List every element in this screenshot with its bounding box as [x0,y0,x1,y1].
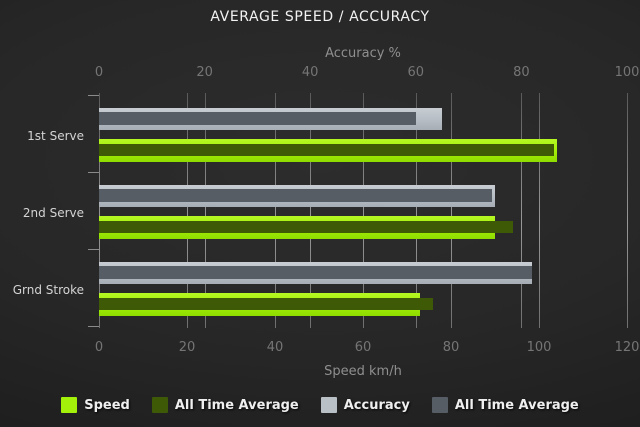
bottom-axis-tick-label: 20 [178,340,196,355]
bottom-axis-tick-label: 120 [614,340,640,355]
category-tick [88,95,99,96]
legend-label: All Time Average [174,397,299,413]
legend-item-speed: Speed [61,397,130,413]
chart-title: AVERAGE SPEED / ACCURACY [210,9,430,25]
legend-swatch-speed [61,397,78,413]
bar-all-time-average-grnd-stroke [99,298,434,310]
top-axis-tick-label: 100 [614,65,640,80]
bottom-axis-tick-label: 80 [442,340,460,355]
gridline-top-60 [415,93,417,328]
bar-all-time-average-2nd-serve [99,221,513,233]
legend-label: Accuracy [343,397,410,413]
gridline-bottom-60 [363,93,364,328]
bottom-axis-tick-label: 100 [526,340,552,355]
legend-label: All Time Average [454,397,579,413]
top-axis-tick-label: 20 [196,65,213,80]
legend-label: Speed [84,397,130,413]
gridline-bottom-40 [275,93,276,328]
bottom-axis-tick-label: 60 [354,340,372,355]
bar-all-time-average-grnd-stroke [99,266,532,279]
category-label-2nd-serve: 2nd Serve [22,206,84,220]
gridline-top-80 [521,93,523,328]
category-tick [88,172,99,173]
gridline-bottom-20 [187,93,188,328]
gridline-top-20 [204,93,206,328]
bottom-axis-title: Speed km/h [324,364,402,379]
gridline-top-40 [310,93,312,328]
legend-item-accuracy: Accuracy [320,397,410,413]
gridline-bottom-120 [627,93,628,328]
legend-swatch-all-time-average [151,397,168,413]
legend: Speed All Time Average Accuracy All Time Av… [0,397,640,413]
gridline-bottom-80 [451,93,452,328]
category-label-grnd-stroke: Grnd Stroke [12,283,84,297]
top-axis-title: Accuracy % [325,46,401,61]
gridline-bottom-0 [99,93,100,328]
gridline-bottom-100 [539,93,540,328]
top-axis-tick-label: 80 [513,65,530,80]
category-label-1st-serve: 1st Serve [27,129,84,143]
legend-item-all-time-average: All Time Average [431,397,579,413]
bottom-axis-tick-label: 40 [266,340,284,355]
top-axis-tick-label: 60 [407,65,425,80]
bar-all-time-average-1st-serve [99,112,416,125]
top-axis-tick-label: 0 [94,65,104,80]
bar-all-time-average-2nd-serve [99,189,493,202]
bar-all-time-average-1st-serve [99,144,555,156]
category-tick [88,326,99,327]
legend-item-all-time-average: All Time Average [151,397,299,413]
top-axis-tick-label: 40 [301,65,319,80]
legend-swatch-all-time-average [431,397,448,413]
category-tick [88,249,99,250]
legend-swatch-accuracy [320,397,337,413]
bottom-axis-tick-label: 0 [94,340,104,355]
